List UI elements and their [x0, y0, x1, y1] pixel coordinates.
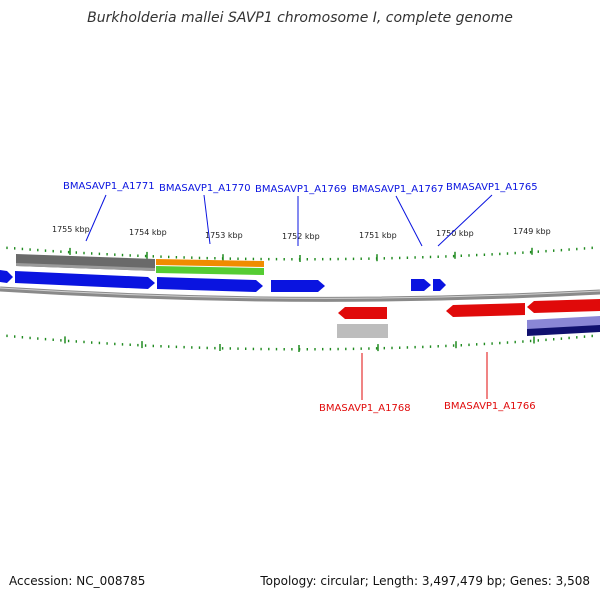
gene-label-a1765[interactable]: BMASAVP1_A1765: [446, 182, 538, 193]
tick-label-1751: 1751 kbp: [359, 231, 397, 240]
gene-arrow-reverse[interactable]: [338, 307, 387, 319]
cds-bar-light-gray[interactable]: [337, 324, 388, 338]
gene-label-a1771[interactable]: BMASAVP1_A1771: [63, 181, 155, 192]
gene-arrow-reverse[interactable]: [527, 299, 600, 313]
forward-leader-lines: [85, 194, 493, 247]
reverse-genes: [338, 299, 600, 319]
gene-label-a1769[interactable]: BMASAVP1_A1769: [255, 184, 347, 195]
tick-label-1752: 1752 kbp: [282, 232, 320, 241]
outer-tick-ring: [6, 246, 593, 262]
gene-arrow-forward[interactable]: [157, 277, 263, 292]
forward-gene-labels: BMASAVP1_A1771 BMASAVP1_A1770 BMASAVP1_A…: [63, 181, 538, 195]
reverse-gene-labels: BMASAVP1_A1768 BMASAVP1_A1766: [319, 401, 536, 414]
genome-summary-text: Topology: circular; Length: 3,497,479 bp…: [260, 574, 590, 588]
cds-bar-navy[interactable]: [527, 325, 600, 336]
gene-arrow-forward[interactable]: [271, 280, 325, 292]
tick-label-1754: 1754 kbp: [129, 228, 167, 237]
gene-arrow-reverse[interactable]: [446, 303, 525, 317]
genome-backbone: [0, 286, 600, 302]
map-title: Burkholderia mallei SAVP1 chromosome I, …: [87, 10, 513, 26]
inner-tick-ring: [6, 334, 593, 352]
cds-bar-green[interactable]: [156, 266, 264, 275]
gene-arrow-forward[interactable]: [433, 279, 446, 291]
gene-arrow-forward[interactable]: [0, 270, 13, 283]
genome-backbone-highlight: [0, 287, 600, 299]
gene-label-a1770[interactable]: BMASAVP1_A1770: [159, 183, 251, 194]
forward-genes: [0, 270, 446, 292]
accession-text: Accession: NC_008785: [9, 574, 146, 588]
tick-label-1755: 1755 kbp: [52, 225, 90, 234]
tick-label-1749: 1749 kbp: [513, 227, 551, 236]
cds-bar-gray-shade: [16, 263, 155, 271]
gene-label-a1766[interactable]: BMASAVP1_A1766: [444, 401, 536, 412]
gene-arrow-forward[interactable]: [411, 279, 431, 291]
tick-label-1750: 1750 kbp: [436, 229, 474, 238]
gene-label-a1767[interactable]: BMASAVP1_A1767: [352, 184, 444, 195]
tick-label-1753: 1753 kbp: [205, 231, 243, 240]
reverse-leader-lines: [361, 352, 488, 400]
gene-label-a1768[interactable]: BMASAVP1_A1768: [319, 403, 411, 414]
tick-labels: 1755 kbp 1754 kbp 1753 kbp 1752 kbp 1751…: [52, 225, 551, 241]
gene-arrow-forward[interactable]: [15, 271, 155, 289]
cds-bar-orange[interactable]: [156, 259, 264, 267]
